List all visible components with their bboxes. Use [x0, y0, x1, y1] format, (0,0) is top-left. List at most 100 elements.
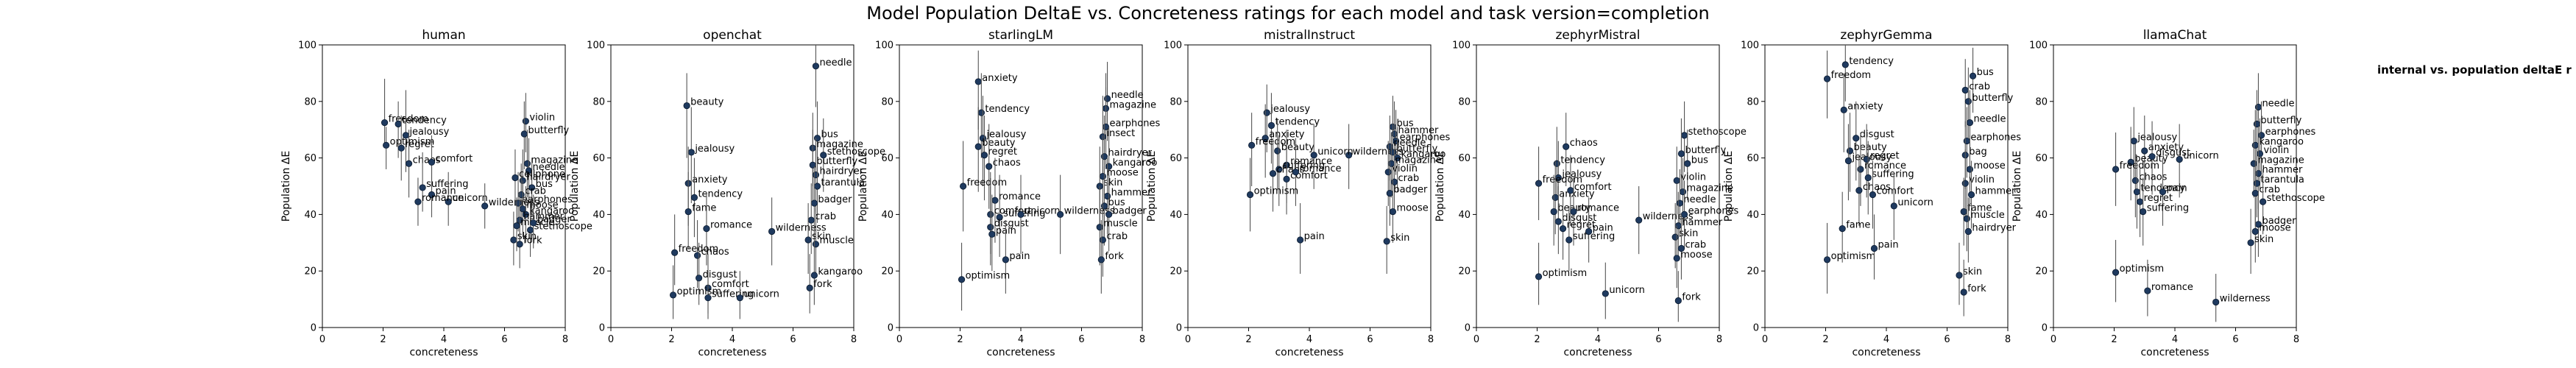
point-label: crab: [1398, 173, 1420, 184]
data-point: [807, 216, 815, 224]
y-tick-label: 60: [592, 153, 605, 164]
data-point: [1310, 152, 1317, 159]
data-point: [1565, 236, 1573, 244]
point-label: skin: [2254, 234, 2274, 245]
point-label: comfort: [1290, 170, 1328, 181]
x-tick-label: 6: [1367, 334, 1373, 345]
point-label: chaos: [701, 247, 729, 258]
point-label: skin: [1103, 177, 1122, 188]
y-tick-label: 40: [592, 210, 605, 221]
point-label: tendency: [985, 104, 1030, 115]
x-axis-label: concreteness: [698, 347, 766, 358]
point-label: optimism: [1543, 268, 1588, 279]
figure-title: Model Population DeltaE vs. Concreteness…: [866, 3, 1710, 24]
data-point: [2130, 137, 2137, 145]
data-point: [2141, 147, 2148, 155]
point-label: freedom: [1831, 70, 1872, 81]
data-point: [820, 152, 827, 159]
data-point: [2251, 141, 2259, 149]
point-label: unicorn: [743, 289, 779, 300]
data-point: [1269, 170, 1277, 177]
data-point: [1673, 255, 1680, 262]
data-point: [1855, 187, 1863, 194]
point-label: violin: [529, 113, 555, 124]
point-label: kangaroo: [1113, 158, 1158, 169]
y-tick-label: 40: [2035, 210, 2048, 221]
point-label: needle: [1393, 138, 1426, 149]
point-label: butterfly: [1972, 93, 2013, 104]
data-point: [987, 224, 994, 231]
y-tick-label: 100: [875, 40, 894, 52]
point-label: needle: [1683, 194, 1716, 205]
point-label: stethoscope: [2267, 193, 2325, 204]
data-point: [1386, 189, 1393, 197]
data-point: [1057, 210, 1064, 218]
point-label: crab: [2259, 185, 2280, 196]
data-point: [1680, 132, 1688, 139]
x-tick-label: 4: [2172, 334, 2178, 345]
y-tick-label: 20: [592, 266, 605, 277]
data-point: [1559, 224, 1567, 233]
point-label: jealousy: [2137, 132, 2177, 144]
point-label: pain: [1593, 222, 1613, 233]
data-point: [804, 236, 812, 244]
point-label: chaos: [1570, 138, 1598, 149]
data-point: [810, 199, 818, 207]
point-label: badger: [1113, 205, 1147, 216]
point-label: suffering: [2147, 203, 2189, 214]
data-point: [1105, 210, 1113, 218]
point-label: beauty: [690, 97, 724, 108]
data-point: [809, 161, 816, 169]
data-point: [1841, 61, 1849, 68]
data-point: [974, 143, 982, 150]
point-label: needle: [1111, 90, 1144, 101]
y-tick-label: 20: [1458, 266, 1471, 277]
data-point: [1890, 202, 1897, 210]
y-axis-label: Population ΔE: [2011, 151, 2023, 222]
data-point: [1384, 169, 1392, 176]
data-point: [1857, 166, 1864, 173]
point-label: moose: [1973, 160, 2005, 171]
point-label: butterfly: [1396, 144, 1437, 155]
point-label: disgust: [703, 269, 737, 280]
data-point: [1869, 191, 1877, 199]
data-point: [1390, 130, 1398, 138]
y-tick-label: 0: [311, 323, 316, 334]
data-point: [1567, 187, 1574, 194]
data-point: [1964, 98, 1972, 105]
data-point: [671, 249, 679, 256]
data-point: [419, 184, 426, 191]
data-point: [1563, 143, 1570, 150]
data-point: [1956, 272, 1963, 279]
subplot-title: zephyrGemma: [1840, 28, 1932, 43]
y-tick-label: 0: [2042, 323, 2048, 334]
point-label: violin: [1969, 174, 1995, 185]
point-label: butterfly: [1685, 145, 1726, 156]
point-label: optimism: [2120, 263, 2165, 275]
data-point: [2112, 269, 2120, 276]
data-point: [696, 275, 703, 282]
y-tick-label: 40: [1458, 210, 1471, 221]
data-point: [1961, 180, 1969, 187]
point-label: chaos: [2139, 171, 2167, 183]
point-label: bus: [1977, 67, 1994, 78]
point-label: unicorn: [1609, 285, 1645, 296]
point-label: pain: [1304, 231, 1325, 242]
x-tick-label: 8: [851, 334, 857, 345]
point-label: wilderness: [2220, 293, 2271, 304]
data-point: [768, 227, 776, 236]
data-point: [1263, 109, 1270, 116]
point-label: pain: [1878, 239, 1899, 250]
y-tick-label: 80: [1747, 96, 1759, 107]
point-label: stethoscope: [1688, 127, 1747, 138]
data-point: [1839, 224, 1846, 233]
data-point: [1275, 166, 1283, 173]
point-label: romance: [1299, 163, 1341, 174]
point-label: suffering: [1872, 169, 1914, 180]
x-tick-label: 6: [2232, 334, 2238, 345]
point-label: fork: [1105, 251, 1124, 262]
point-label: regret: [2144, 193, 2173, 204]
